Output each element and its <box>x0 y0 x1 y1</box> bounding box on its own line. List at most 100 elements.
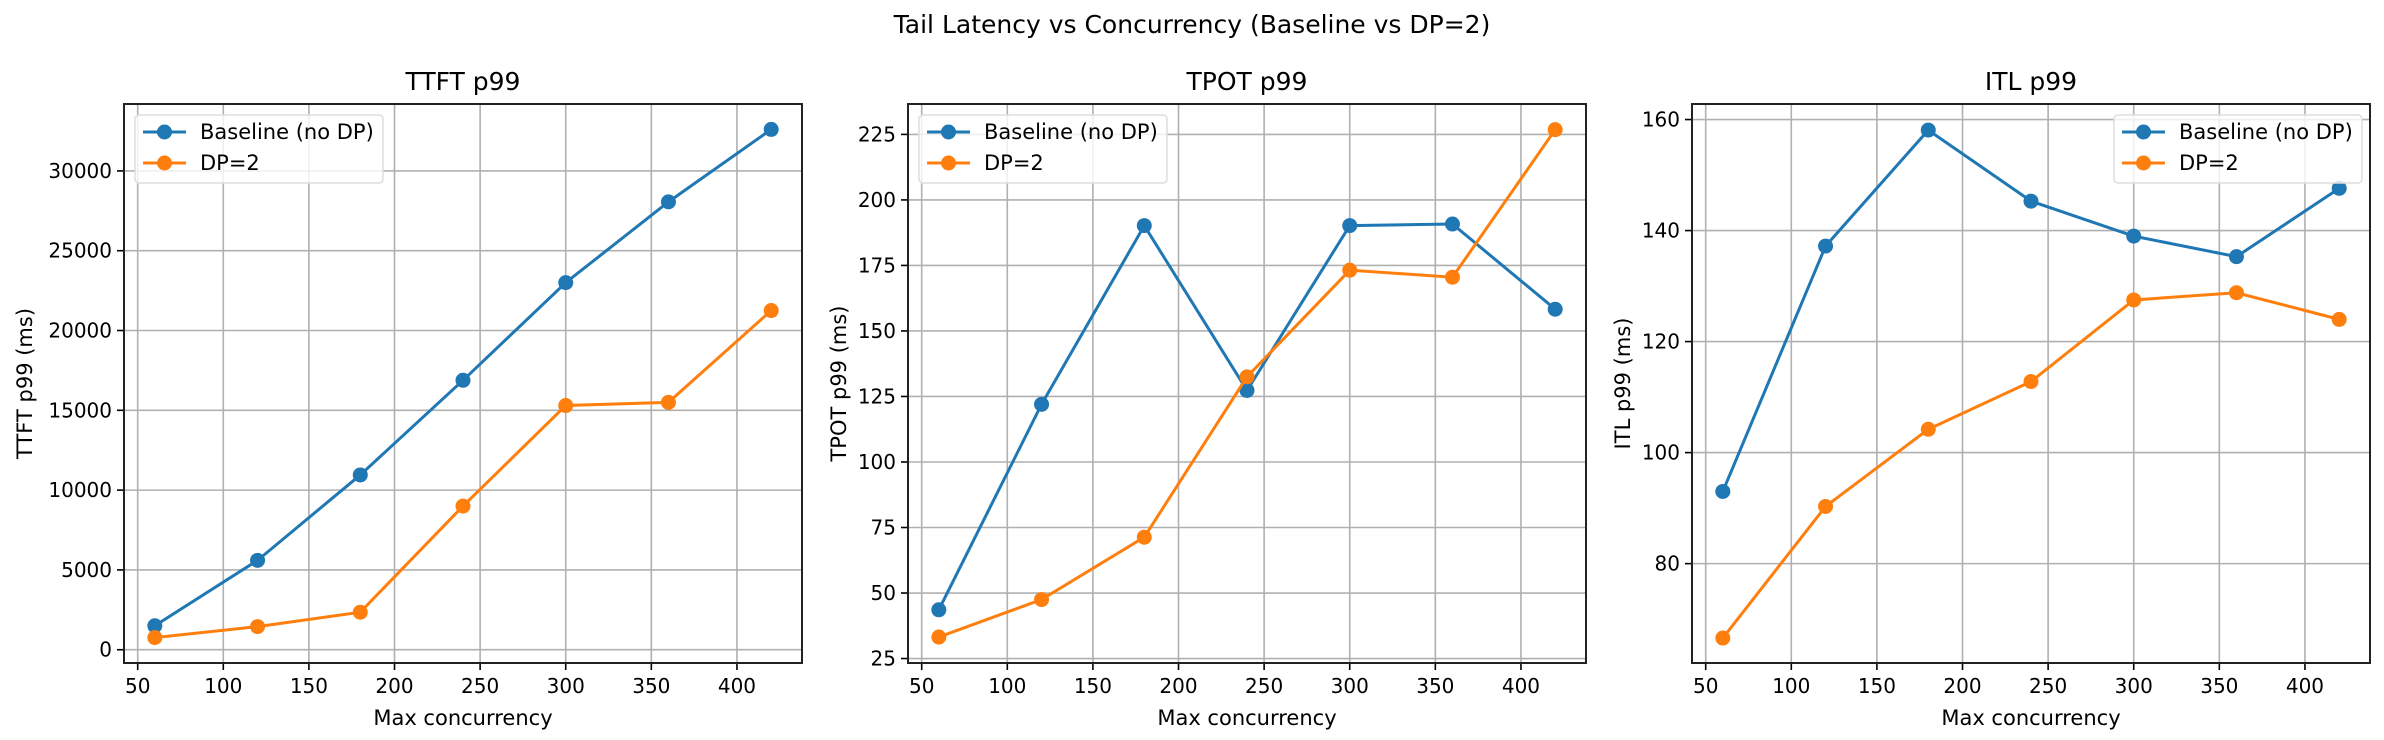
x-tick-label: 100 <box>1772 674 1810 698</box>
data-point-dp2 <box>352 604 368 620</box>
y-tick-label: 25000 <box>48 239 112 263</box>
legend: Baseline (no DP) DP=2 <box>134 114 384 184</box>
data-point-baseline <box>931 602 947 618</box>
x-tick-label: 50 <box>909 674 934 698</box>
legend-label: DP=2 <box>200 151 260 175</box>
legend: Baseline (no DP) DP=2 <box>2113 114 2363 184</box>
x-tick-label: 350 <box>632 674 670 698</box>
x-tick-label: 300 <box>1331 674 1369 698</box>
data-point-dp2 <box>1920 421 1936 437</box>
data-point-baseline <box>558 275 574 291</box>
legend-marker <box>2136 155 2151 171</box>
data-point-dp2 <box>250 619 266 635</box>
x-tick-label: 150 <box>1858 674 1896 698</box>
data-point-dp2 <box>558 398 574 414</box>
x-tick-label: 150 <box>1074 674 1112 698</box>
data-point-dp2 <box>147 630 163 646</box>
data-point-dp2 <box>1034 592 1050 608</box>
figure-suptitle: Tail Latency vs Concurrency (Baseline vs… <box>893 10 1491 39</box>
x-tick-label: 200 <box>1159 674 1197 698</box>
y-tick-label: 5000 <box>61 558 112 582</box>
y-tick-label: 160 <box>1642 108 1680 132</box>
data-point-baseline <box>1034 396 1050 412</box>
y-tick-label: 15000 <box>48 398 112 422</box>
legend-box <box>918 114 1168 184</box>
x-tick-label: 400 <box>2286 674 2324 698</box>
data-point-dp2 <box>2126 292 2142 308</box>
legend-label: Baseline (no DP) <box>200 120 374 144</box>
axes-frame <box>1691 103 2371 664</box>
data-point-baseline <box>1239 382 1255 398</box>
data-point-baseline <box>250 552 266 568</box>
data-point-baseline <box>2126 228 2142 244</box>
panel-2: 50 100 150 200 250 300 350 400 25 50 75 100 125 150 17… <box>827 67 1587 730</box>
y-tick-label: 150 <box>858 319 896 343</box>
x-tick-label: 100 <box>204 674 242 698</box>
legend-label: Baseline (no DP) <box>984 120 1158 144</box>
data-point-dp2 <box>1547 122 1563 138</box>
x-tick-label: 250 <box>1245 674 1283 698</box>
panel-title: TTFT p99 <box>405 67 521 96</box>
data-point-dp2 <box>1239 369 1255 385</box>
x-tick-label: 100 <box>988 674 1026 698</box>
y-axis-label: ITL p99 (ms) <box>1611 318 1635 450</box>
legend: Baseline (no DP) DP=2 <box>918 114 1168 184</box>
y-tick-label: 120 <box>1642 330 1680 354</box>
x-tick-label: 200 <box>1943 674 1981 698</box>
y-tick-label: 30000 <box>48 159 112 183</box>
x-axis-label: Max concurrency <box>1157 706 1336 730</box>
legend-marker <box>157 124 172 140</box>
data-point-dp2 <box>660 394 676 410</box>
panel-title: ITL p99 <box>1985 67 2077 96</box>
legend-marker <box>941 124 956 140</box>
data-point-dp2 <box>1444 269 1460 285</box>
data-point-dp2 <box>763 303 779 319</box>
y-tick-label: 20000 <box>48 319 112 343</box>
axes-frame <box>123 103 803 664</box>
data-point-baseline <box>1342 218 1358 234</box>
data-point-baseline <box>2228 249 2244 265</box>
y-tick-label: 10000 <box>48 478 112 502</box>
y-tick-label: 50 <box>871 581 896 605</box>
data-point-baseline <box>2331 180 2347 196</box>
y-tick-label: 140 <box>1642 219 1680 243</box>
y-tick-label: 200 <box>858 188 896 212</box>
legend-label: DP=2 <box>2179 151 2239 175</box>
data-point-dp2 <box>1818 498 1834 514</box>
x-tick-label: 250 <box>461 674 499 698</box>
y-tick-label: 75 <box>871 516 896 540</box>
x-tick-label: 400 <box>1502 674 1540 698</box>
x-tick-label: 150 <box>290 674 328 698</box>
y-tick-label: 0 <box>99 638 112 662</box>
data-point-baseline <box>1818 238 1834 254</box>
y-tick-label: 25 <box>871 647 896 671</box>
y-axis-label: TPOT p99 (ms) <box>827 305 851 462</box>
y-tick-label: 175 <box>858 253 896 277</box>
x-tick-label: 350 <box>1416 674 1454 698</box>
x-axis-label: Max concurrency <box>1941 706 2120 730</box>
data-point-baseline <box>2023 193 2039 209</box>
y-tick-label: 100 <box>858 450 896 474</box>
x-tick-label: 250 <box>2029 674 2067 698</box>
data-point-baseline <box>1136 218 1152 234</box>
data-point-baseline <box>147 618 163 634</box>
data-point-baseline <box>455 372 471 388</box>
x-tick-label: 50 <box>1693 674 1718 698</box>
x-axis-label: Max concurrency <box>373 706 552 730</box>
legend-box <box>134 114 384 184</box>
data-point-dp2 <box>931 629 947 645</box>
y-tick-label: 100 <box>1642 441 1680 465</box>
panel-1: 50 100 150 200 250 300 350 400 0 5000 10000 15000 20… <box>13 67 803 730</box>
data-point-baseline <box>1547 301 1563 317</box>
data-point-dp2 <box>2023 374 2039 390</box>
panel-title: TPOT p99 <box>1186 67 1308 96</box>
data-point-baseline <box>660 194 676 210</box>
data-point-dp2 <box>455 498 471 514</box>
y-tick-label: 125 <box>858 384 896 408</box>
data-point-baseline <box>352 467 368 483</box>
y-tick-label: 225 <box>858 122 896 146</box>
panel-3: 50 100 150 200 250 300 350 400 80 100 120 140 160 ITL… <box>1611 67 2371 730</box>
data-point-baseline <box>1920 122 1936 138</box>
legend-label: Baseline (no DP) <box>2179 120 2353 144</box>
